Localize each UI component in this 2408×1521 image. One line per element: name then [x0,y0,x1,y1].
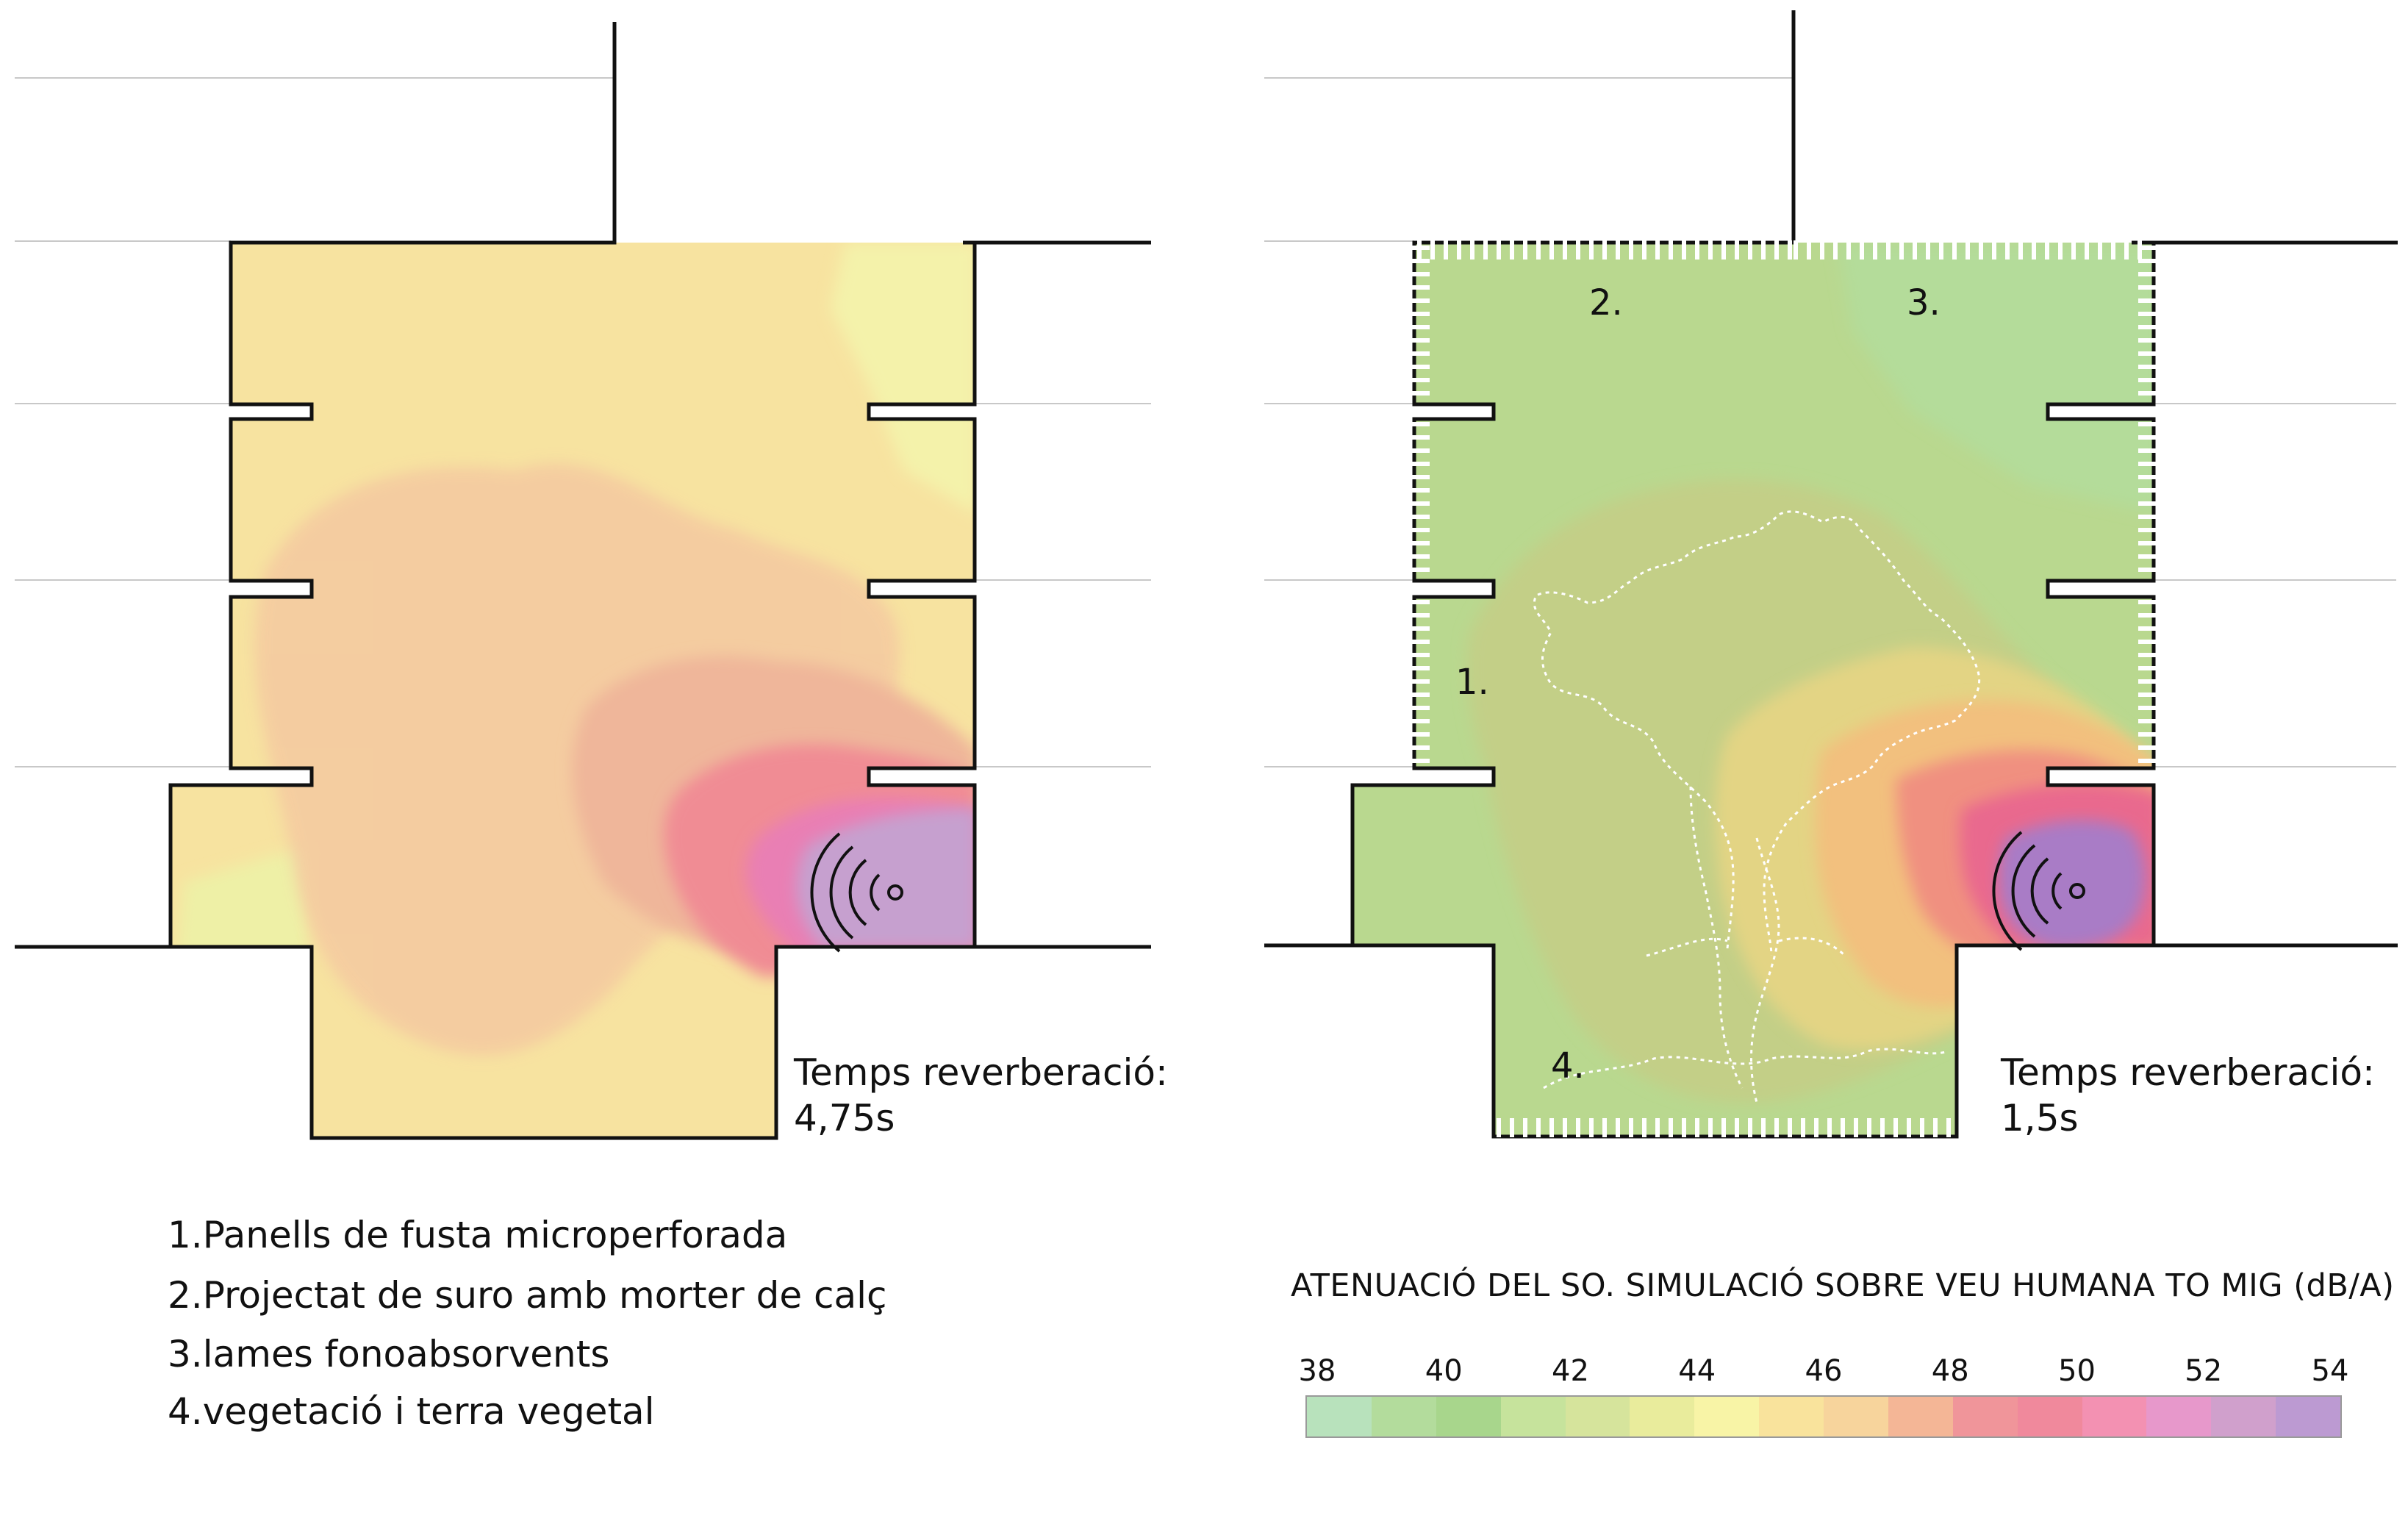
marker-1: 1. [1455,662,1489,703]
guide-lines [15,77,2396,767]
scale-swatch [1436,1397,1501,1436]
scale-swatch [2146,1397,2212,1436]
marker-2: 2. [1589,282,1623,323]
color-scale-bar [1305,1395,2342,1438]
scale-swatch [2017,1397,2082,1436]
scale-swatch [2082,1397,2147,1436]
sound-source-icon [1992,831,2085,951]
legend-item: 2.Projectat de suro amb morter de calç [168,1274,887,1317]
scale-tick-label: 48 [1931,1354,1969,1388]
scale-tick-label: 40 [1425,1354,1463,1388]
scale-tick-label: 54 [2311,1354,2349,1388]
scale-swatch [1888,1397,1953,1436]
scale-swatch [1694,1397,1760,1436]
scale-swatch [2276,1397,2340,1436]
reverb-value-before: 4,75s [794,1097,895,1139]
scale-tick-label: 50 [2058,1354,2096,1388]
heatmap-before [171,221,975,1138]
scale-title: ATENUACIÓ DEL SO. SIMULACIÓ SOBRE VEU HU… [1291,1267,2395,1304]
scale-swatch [1952,1397,2018,1436]
scale-swatch [1565,1397,1630,1436]
legend-item: 1.Panells de fusta microperforada [168,1214,788,1256]
scale-swatch [1630,1397,1695,1436]
scale-swatch [1824,1397,1888,1436]
scale-tick-label: 44 [1678,1354,1716,1388]
scale-tick-label: 42 [1552,1354,1589,1388]
legend-item: 3.lames fonoabsorvents [168,1333,610,1375]
scale-tick-label: 46 [1805,1354,1843,1388]
scale-tick-label: 38 [1298,1354,1336,1388]
scale-tick-label: 52 [2185,1354,2223,1388]
reverb-label-before: Temps reverberació: [794,1051,1168,1094]
scale-swatch [2211,1397,2276,1436]
marker-4: 4. [1551,1045,1585,1087]
reverb-label-after: Temps reverberació: [2001,1051,2375,1094]
scale-swatch [1759,1397,1824,1436]
walls-before [15,22,1151,1140]
absorption-strips [1411,240,2157,1137]
scale-swatch [1371,1397,1436,1436]
scale-swatch [1307,1397,1372,1436]
sound-source-icon [810,832,903,953]
marker-3: 3. [1907,282,1941,323]
scale-swatch [1500,1397,1566,1436]
reverb-value-after: 1,5s [2001,1097,2079,1139]
tree-outline-icon [1533,510,1981,1103]
legend-item: 4.vegetació i terra vegetal [168,1390,655,1433]
